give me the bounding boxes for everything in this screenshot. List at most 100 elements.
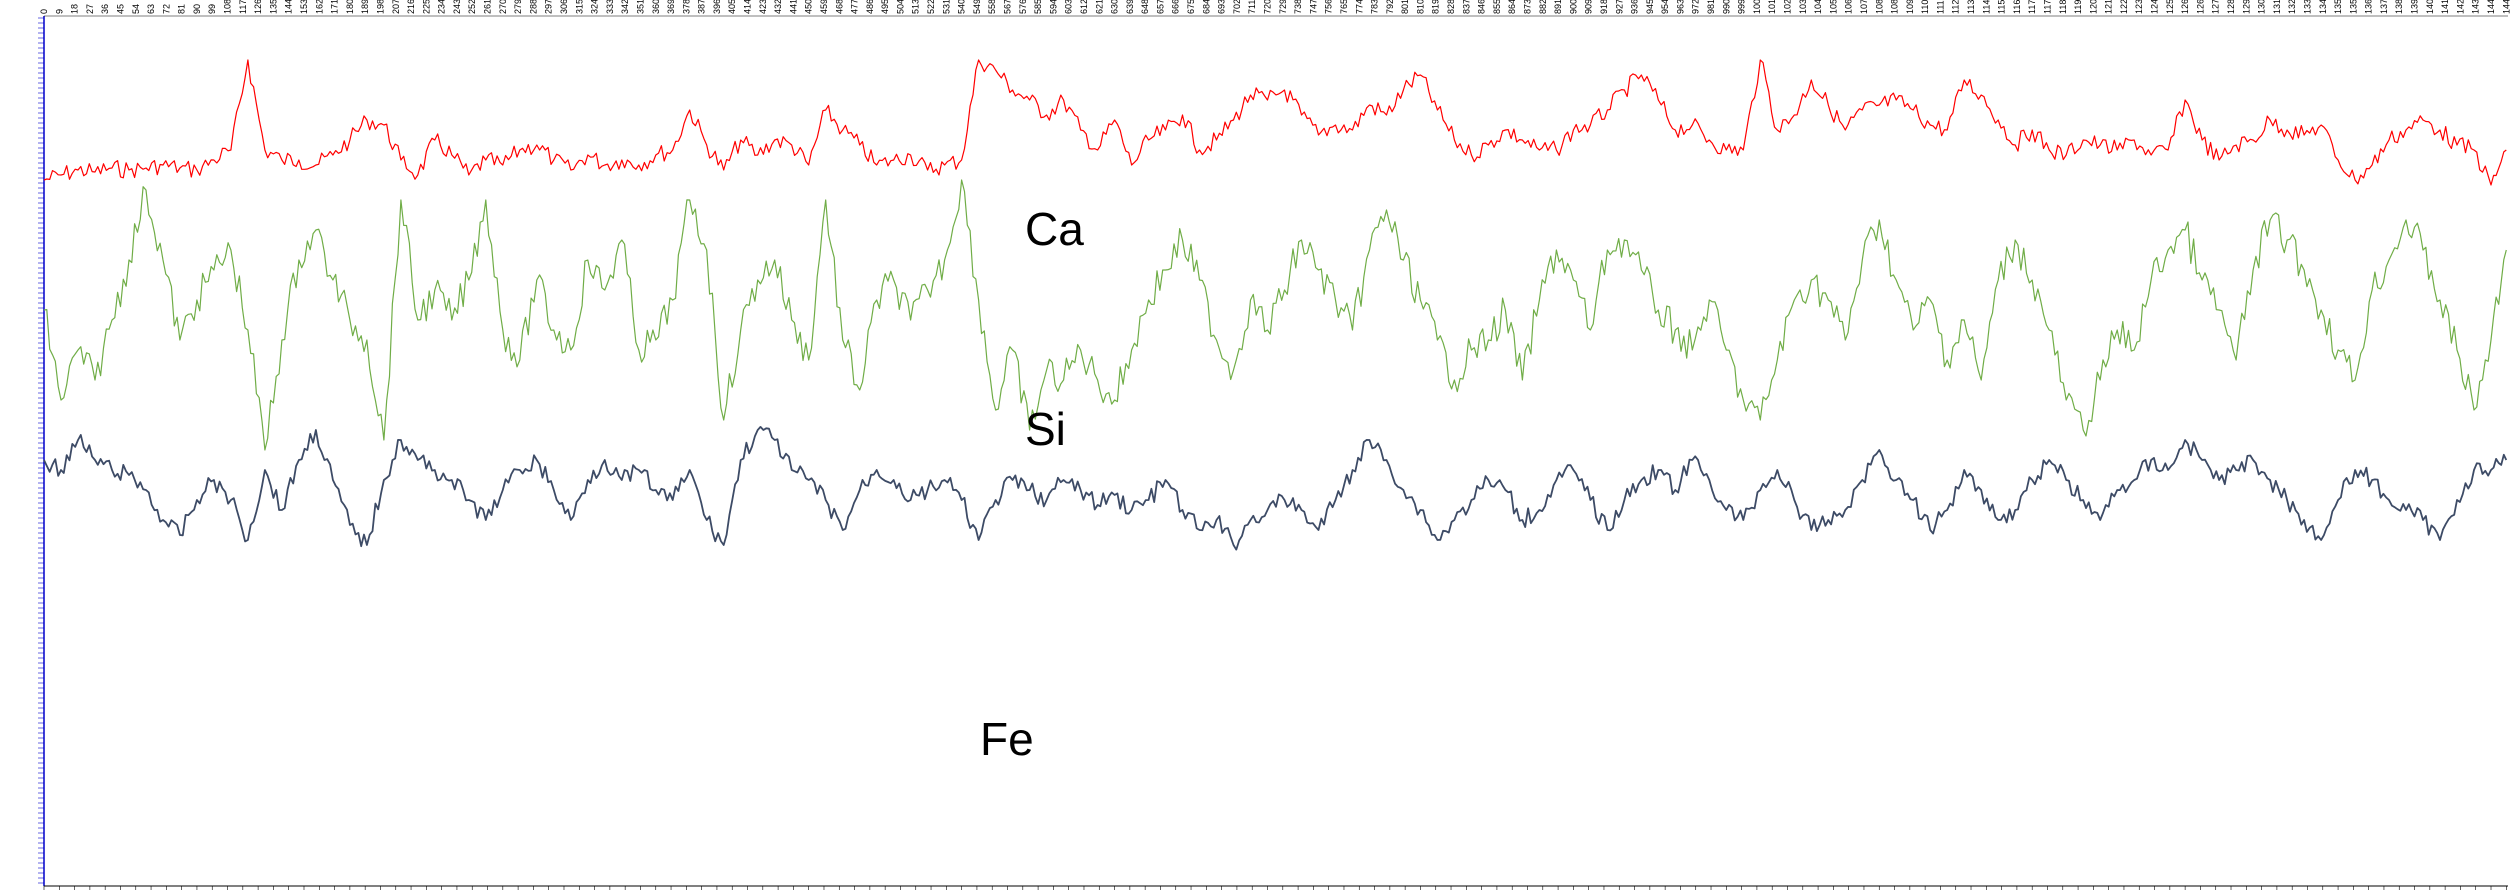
x-tick-label: 117 — [238, 0, 248, 14]
x-tick-label: 153 — [299, 0, 309, 14]
x-tick-label: 81 — [177, 4, 187, 14]
x-tick-label: 1170 — [2027, 0, 2037, 14]
x-tick-label: 342 — [620, 0, 630, 14]
x-tick-label: 792 — [1385, 0, 1395, 14]
x-tick-label: 837 — [1461, 0, 1471, 14]
x-tick-label: 1422 — [2455, 0, 2465, 14]
x-tick-label: 729 — [1278, 0, 1288, 14]
x-tick-label: 72 — [161, 4, 171, 14]
x-tick-label: 1107 — [1920, 0, 1930, 14]
x-tick-label: 90 — [192, 4, 202, 14]
x-tick-label: 1368 — [2364, 0, 2374, 14]
x-tick-label: 1071 — [1859, 0, 1869, 14]
x-tick-label: 477 — [850, 0, 860, 14]
x-tick-label: 585 — [1033, 0, 1043, 14]
x-tick-label: 1044 — [1813, 0, 1823, 14]
x-tick-label: 1269 — [2195, 0, 2205, 14]
x-tick-label: 684 — [1201, 0, 1211, 14]
x-tick-label: 1143 — [1981, 0, 1991, 14]
x-tick-label: 1260 — [2180, 0, 2190, 14]
x-tick-label: 252 — [467, 0, 477, 14]
x-tick-label: 639 — [1125, 0, 1135, 14]
x-tick-label: 144 — [284, 0, 294, 14]
x-tick-label: 432 — [773, 0, 783, 14]
x-tick-label: 225 — [421, 0, 431, 14]
x-tick-label: 9 — [54, 9, 64, 14]
x-tick-label: 333 — [605, 0, 615, 14]
x-tick-label: 936 — [1630, 0, 1640, 14]
x-tick-label: 279 — [513, 0, 523, 14]
x-tick-label: 1125 — [1951, 0, 1961, 14]
x-tick-label: 414 — [743, 0, 753, 14]
y-tick-marks — [38, 17, 44, 884]
chart-axes — [43, 15, 2508, 887]
x-tick-label: 1323 — [2287, 0, 2297, 14]
x-tick-label: 522 — [926, 0, 936, 14]
x-tick-label: 855 — [1492, 0, 1502, 14]
x-tick-label: 738 — [1293, 0, 1303, 14]
series-labels: Ca Si Fe — [980, 203, 1084, 765]
x-tick-label: 1116 — [1935, 0, 1945, 14]
x-tick-label: 486 — [865, 0, 875, 14]
x-tick-label: 567 — [1003, 0, 1013, 14]
x-tick-label: 369 — [666, 0, 676, 14]
x-tick-label: 1332 — [2302, 0, 2312, 14]
x-tick-label: 891 — [1553, 0, 1563, 14]
x-tick-label: 648 — [1140, 0, 1150, 14]
x-tick-label: 315 — [574, 0, 584, 14]
x-tick-label: 324 — [590, 0, 600, 14]
x-tick-label: 1287 — [2226, 0, 2236, 14]
x-tick-label: 594 — [1048, 0, 1058, 14]
x-tick-label: 513 — [911, 0, 921, 14]
x-tick-label: 1305 — [2257, 0, 2267, 14]
x-tick-label: 954 — [1660, 0, 1670, 14]
x-tick-label: 1179 — [2042, 0, 2052, 14]
x-tick-label: 63 — [146, 4, 156, 14]
x-tick-label: 288 — [528, 0, 538, 14]
x-tick-label: 1242 — [2150, 0, 2160, 14]
x-tick-label: 1377 — [2379, 0, 2389, 14]
x-tick-label: 1341 — [2318, 0, 2328, 14]
x-tick-label: 234 — [437, 0, 447, 14]
x-tick-label: 531 — [941, 0, 951, 14]
x-tick-label: 1206 — [2088, 0, 2098, 14]
x-tick-label: 378 — [681, 0, 691, 14]
x-tick-label: 1008 — [1752, 0, 1762, 14]
x-tick-label: 963 — [1675, 0, 1685, 14]
x-tick-label: 621 — [1094, 0, 1104, 14]
x-tick-label: 1413 — [2440, 0, 2450, 14]
x-tick-label: 1062 — [1844, 0, 1854, 14]
x-tick-label: 1197 — [2073, 0, 2083, 14]
x-tick-label: 927 — [1614, 0, 1624, 14]
x-tick-label: 747 — [1308, 0, 1318, 14]
x-tick-label: 549 — [972, 0, 982, 14]
x-tick-label: 1350 — [2333, 0, 2343, 14]
x-tick-label: 828 — [1446, 0, 1456, 14]
x-tick-label: 423 — [758, 0, 768, 14]
x-tick-label: 1098 — [1905, 0, 1915, 14]
x-tick-label: 720 — [1263, 0, 1273, 14]
x-tick-label: 1278 — [2211, 0, 2221, 14]
x-tick-label: 495 — [880, 0, 890, 14]
x-tick-label: 1404 — [2425, 0, 2435, 14]
x-tick-label: 1017 — [1767, 0, 1777, 14]
x-tick-label: 711 — [1247, 0, 1257, 14]
x-tick-label: 1296 — [2241, 0, 2251, 14]
x-tick-label: 261 — [483, 0, 493, 14]
x-tick-label: 1080 — [1874, 0, 1884, 14]
x-tick-label: 873 — [1522, 0, 1532, 14]
x-tick-label: 387 — [697, 0, 707, 14]
x-tick-label: 1215 — [2104, 0, 2114, 14]
x-tick-label: 801 — [1400, 0, 1410, 14]
x-tick-label: 810 — [1415, 0, 1425, 14]
x-tick-label: 1233 — [2134, 0, 2144, 14]
x-tick-label: 702 — [1232, 0, 1242, 14]
x-tick-label: 54 — [131, 4, 141, 14]
x-tick-label: 99 — [207, 4, 217, 14]
x-tick-label: 396 — [712, 0, 722, 14]
x-tick-label: 558 — [987, 0, 997, 14]
x-tick-labels: 0 9 18 27 36 45 54 63 72 81 90 99 108 117 126 135 144 153… — [39, 0, 2511, 890]
x-tick-label: 180 — [345, 0, 355, 14]
series-label-si: Si — [1025, 403, 1066, 455]
